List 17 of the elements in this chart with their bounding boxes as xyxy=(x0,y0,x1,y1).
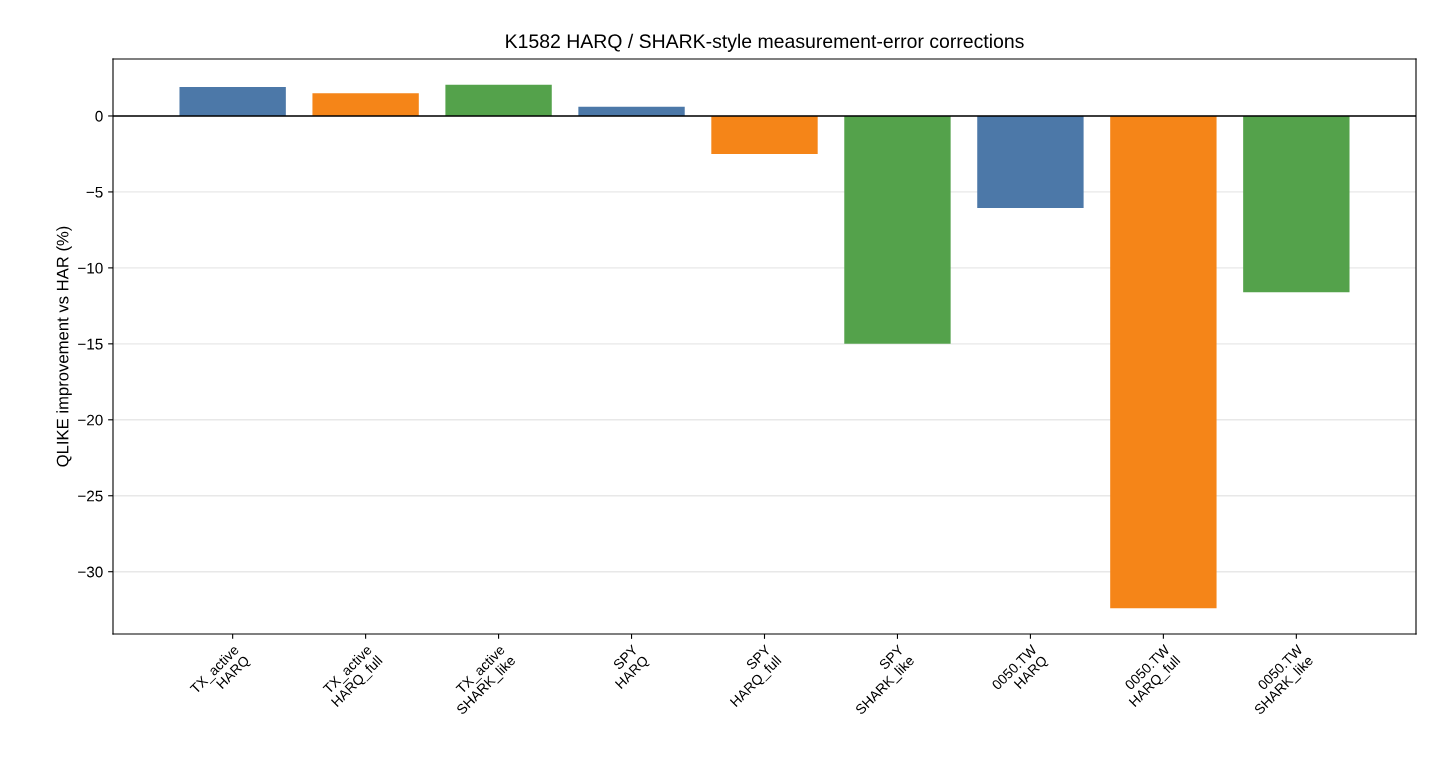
y-tick-label: −5 xyxy=(86,186,103,198)
y-tick-label: −25 xyxy=(78,490,103,502)
bar xyxy=(1110,115,1217,609)
y-axis-title: QLIKE improvement vs HAR (%) xyxy=(56,226,72,467)
bar xyxy=(977,115,1084,208)
bar xyxy=(1243,115,1350,293)
y-tick-label: −15 xyxy=(78,338,103,350)
y-tick-label: −30 xyxy=(78,566,103,578)
bar xyxy=(312,93,419,116)
y-tick-label: 0 xyxy=(95,110,103,122)
bar xyxy=(445,84,552,116)
y-tick-label: −20 xyxy=(78,414,103,426)
chart-title: K1582 HARQ / SHARK-style measurement-error corrections xyxy=(506,33,1024,52)
bar xyxy=(844,115,951,344)
y-tick-label: −10 xyxy=(78,262,103,274)
bar xyxy=(711,115,818,154)
bar xyxy=(179,87,286,116)
